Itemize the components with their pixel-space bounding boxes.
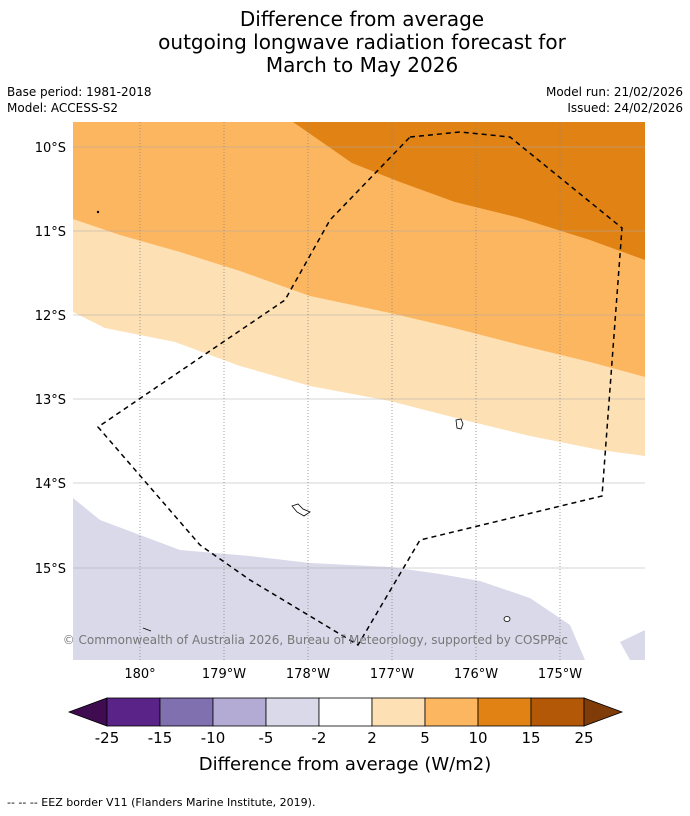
colorbar-segment <box>106 697 161 727</box>
island-dot-north <box>96 210 100 214</box>
colorbar-tick-label: -5 <box>259 729 274 747</box>
island-upolu <box>291 503 311 517</box>
colorbar: -25 -15 -10 -5 -2 2 5 10 15 25 <box>67 697 624 747</box>
lon-label-177w: 177°W <box>370 667 414 682</box>
island-tiny-west <box>142 627 152 632</box>
island-tutuila <box>455 418 464 430</box>
lat-label-13s: 13°S <box>35 393 66 408</box>
eez-footnote: -- -- -- EEZ border V11 (Flanders Marine… <box>7 796 316 809</box>
colorbar-tick-label: -2 <box>312 729 327 747</box>
colorbar-segment <box>318 697 373 727</box>
colorbar-ticks: -25 -15 -10 -5 -2 2 5 10 15 25 <box>95 729 594 747</box>
island-small-south <box>503 616 511 622</box>
map-plot-area <box>73 122 645 660</box>
lat-label-10s: 10°S <box>35 141 66 156</box>
colorbar-tick-label: -25 <box>95 729 120 747</box>
title-line-2: outgoing longwave radiation forecast for <box>158 30 566 54</box>
colorbar-segment <box>212 697 267 727</box>
base-period: Base period: 1981-2018 <box>7 85 152 99</box>
colorbar-segment <box>265 697 320 727</box>
lon-label-176w: 176°W <box>454 667 498 682</box>
issued-date: Issued: 24/02/2026 <box>567 101 683 115</box>
title-line-3: March to May 2026 <box>265 53 459 77</box>
lat-gridlines <box>73 146 645 569</box>
colorbar-extend-low <box>67 697 108 727</box>
colorbar-tick-label: -10 <box>201 729 226 747</box>
lon-label-175w: 175°W <box>538 667 582 682</box>
colorbar-segment <box>530 697 585 727</box>
title-line-1: Difference from average <box>239 7 485 31</box>
colorbar-segment <box>371 697 426 727</box>
anomaly-patch-southeast <box>620 630 645 660</box>
lat-label-15s: 15°S <box>35 562 66 577</box>
meta-right: Model run: 21/02/2026 Issued: 24/02/2026 <box>546 84 683 116</box>
colorbar-label: Difference from average (W/m2) <box>199 754 491 775</box>
colorbar-segments <box>67 697 624 727</box>
colorbar-tick-label: 2 <box>367 729 377 747</box>
colorbar-extend-high <box>583 697 624 727</box>
model-run: Model run: 21/02/2026 <box>545 85 683 99</box>
colorbar-tick-label: 5 <box>420 729 430 747</box>
islands <box>96 210 511 632</box>
lon-axis-labels: 180° 179°W 178°W 177°W 176°W 175°W <box>124 667 582 682</box>
lat-axis-labels: 10°S 11°S 12°S 13°S 14°S 15°S <box>35 141 66 577</box>
colorbar-segment <box>477 697 532 727</box>
eez-border <box>96 131 623 647</box>
lon-label-179w: 179°W <box>202 667 246 682</box>
colorbar-tick-label: 10 <box>468 729 487 747</box>
colorbar-segment <box>159 697 214 727</box>
colorbar-tick-label: 15 <box>521 729 540 747</box>
copyright-text: © Commonwealth of Australia 2026, Bureau… <box>63 633 568 647</box>
model-name: Model: ACCESS-S2 <box>7 101 119 115</box>
colorbar-tick-label: -15 <box>148 729 173 747</box>
lon-label-178w: 178°W <box>286 667 330 682</box>
gridlines <box>73 122 645 660</box>
colorbar-tick-label: 25 <box>574 729 593 747</box>
lat-label-14s: 14°S <box>35 477 66 492</box>
anomaly-band-10-15 <box>293 122 645 260</box>
colorbar-segment <box>424 697 479 727</box>
lon-label-180: 180° <box>124 667 155 682</box>
chart-title: Difference from average outgoing longwav… <box>0 8 690 77</box>
lat-label-12s: 12°S <box>35 309 66 324</box>
meta-left: Base period: 1981-2018 Model: ACCESS-S2 <box>7 84 152 116</box>
anomaly-band-minus5-minus2 <box>73 498 585 660</box>
lat-label-11s: 11°S <box>35 225 66 240</box>
